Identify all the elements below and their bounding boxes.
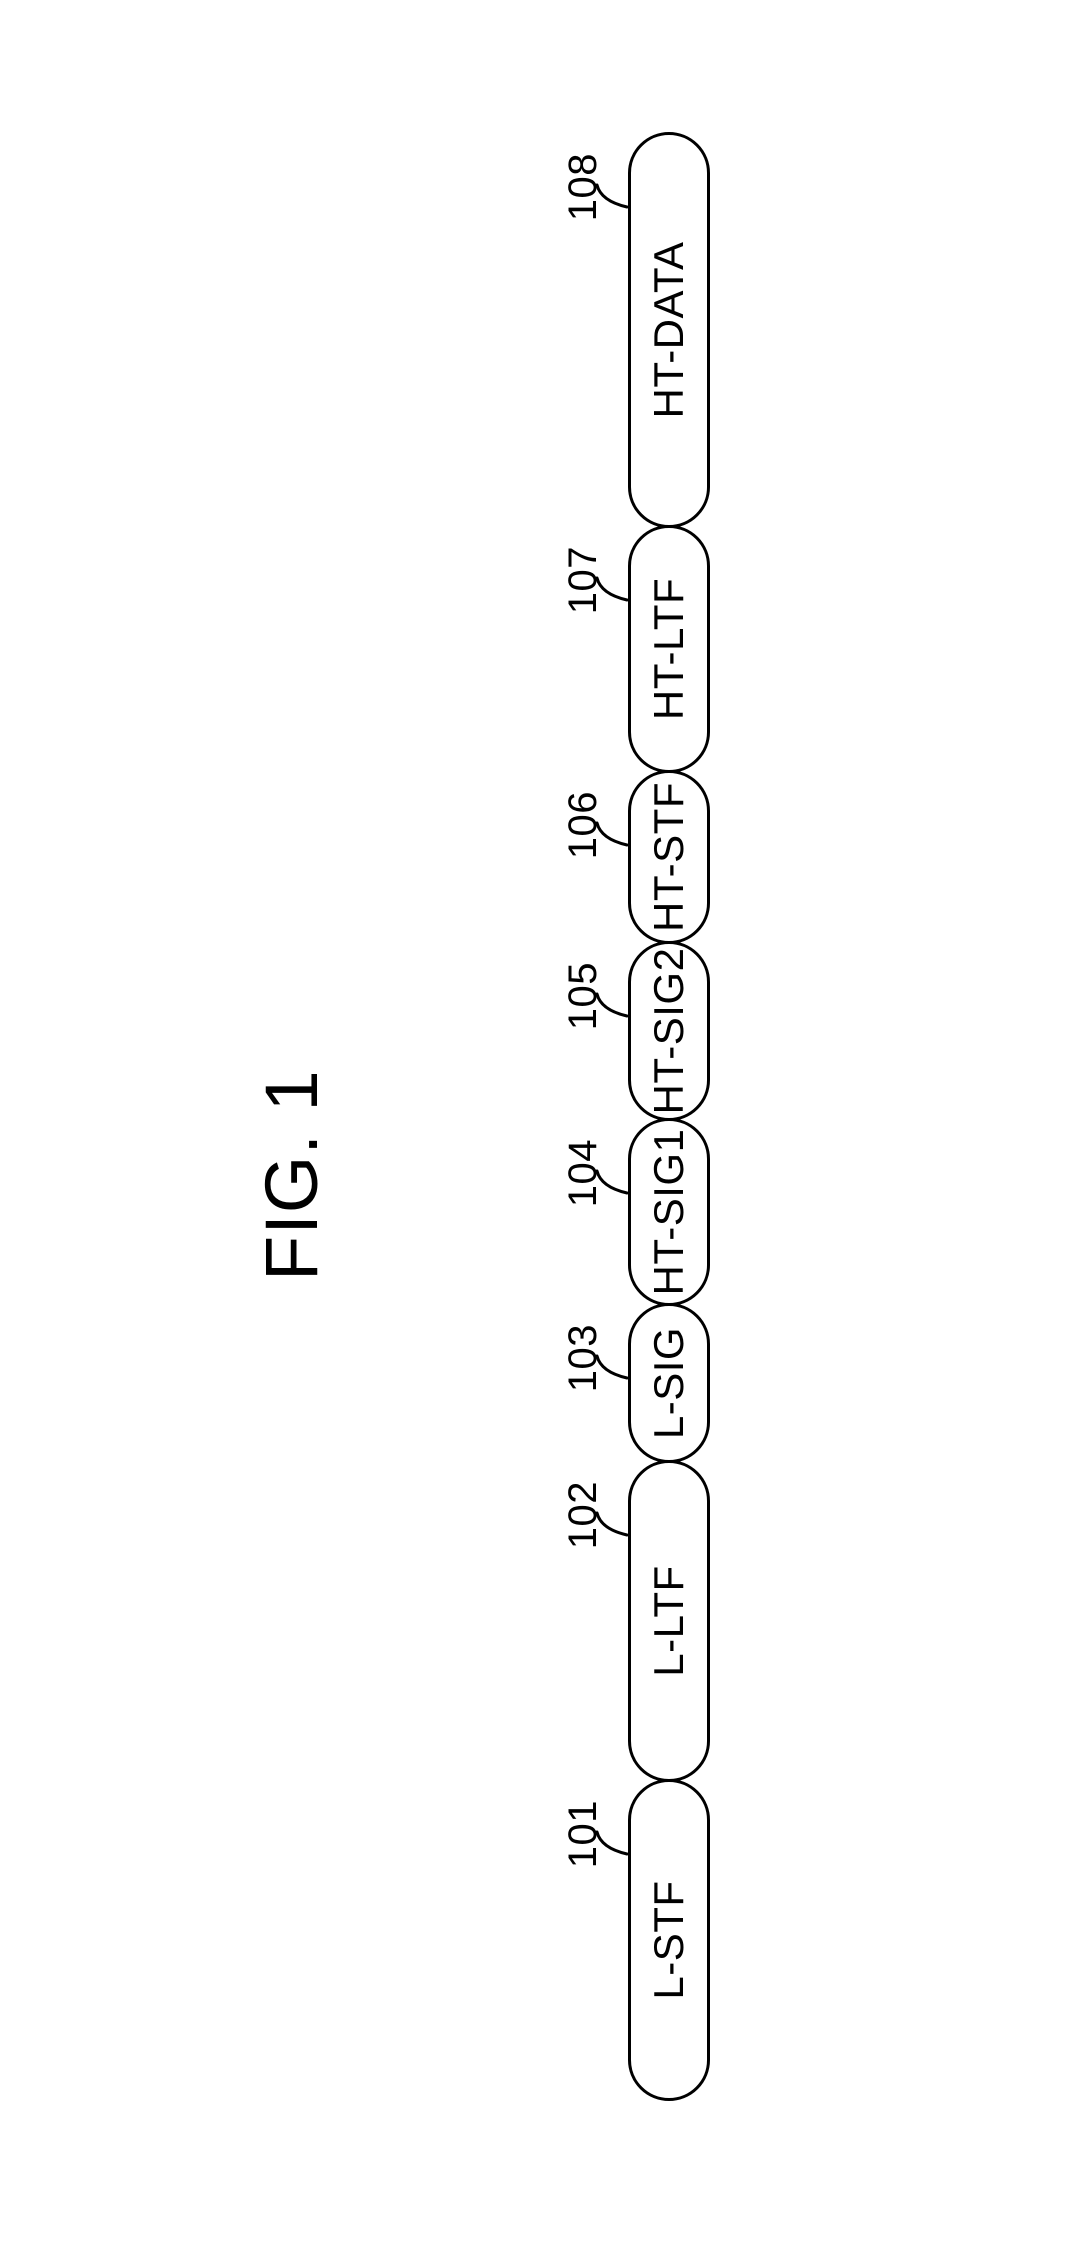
callout-number: 107 [561,546,606,614]
field-l-sig: L-SIG103 [628,1303,710,1463]
callout-number: 105 [561,962,606,1030]
field-label: HT-STF [645,782,693,932]
field-ht-sig1: HT-SIG1104 [628,1118,710,1306]
field-label: L-STF [645,1880,693,1999]
figure-canvas: FIG. 1 L-STF101L-LTF102L-SIG103HT-SIG110… [0,0,1070,2261]
field-ht-sig2: HT-SIG2105 [628,941,710,1121]
field-ht-stf: HT-STF106 [628,770,710,944]
field-label: L-LTF [645,1565,693,1676]
field-ht-ltf: HT-LTF107 [628,525,710,773]
field-l-stf: L-STF101 [628,1779,710,2101]
callout-number: 104 [561,1139,606,1207]
callout-number: 108 [561,153,606,221]
callout-number: 101 [561,1800,606,1868]
field-label: HT-SIG2 [645,948,693,1115]
frame-field-row: L-STF101L-LTF102L-SIG103HT-SIG1104HT-SIG… [628,135,710,2101]
callout-number: 102 [561,1481,606,1549]
field-label: L-SIG [645,1327,693,1439]
field-label: HT-DATA [645,242,693,419]
field-l-ltf: L-LTF102 [628,1460,710,1782]
field-ht-data: HT-DATA108 [628,132,710,528]
field-label: HT-LTF [645,578,693,720]
callout-number: 106 [561,791,606,859]
figure-title: FIG. 1 [249,1069,334,1281]
field-label: HT-SIG1 [645,1129,693,1296]
callout-number: 103 [561,1324,606,1392]
figure-inner: FIG. 1 L-STF101L-LTF102L-SIG103HT-SIG110… [0,0,1070,2261]
